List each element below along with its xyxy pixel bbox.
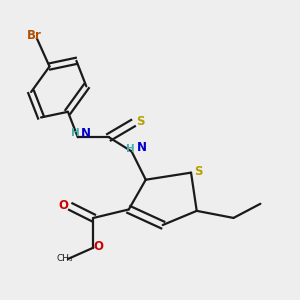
Text: H: H [70,128,80,138]
Text: Br: Br [26,29,41,42]
Text: N: N [136,141,146,154]
Text: S: S [136,115,144,128]
Text: S: S [194,165,203,178]
Text: H: H [126,144,135,154]
Text: O: O [94,240,103,253]
Text: CH₃: CH₃ [57,254,74,263]
Text: O: O [59,199,69,212]
Text: N: N [81,127,91,140]
